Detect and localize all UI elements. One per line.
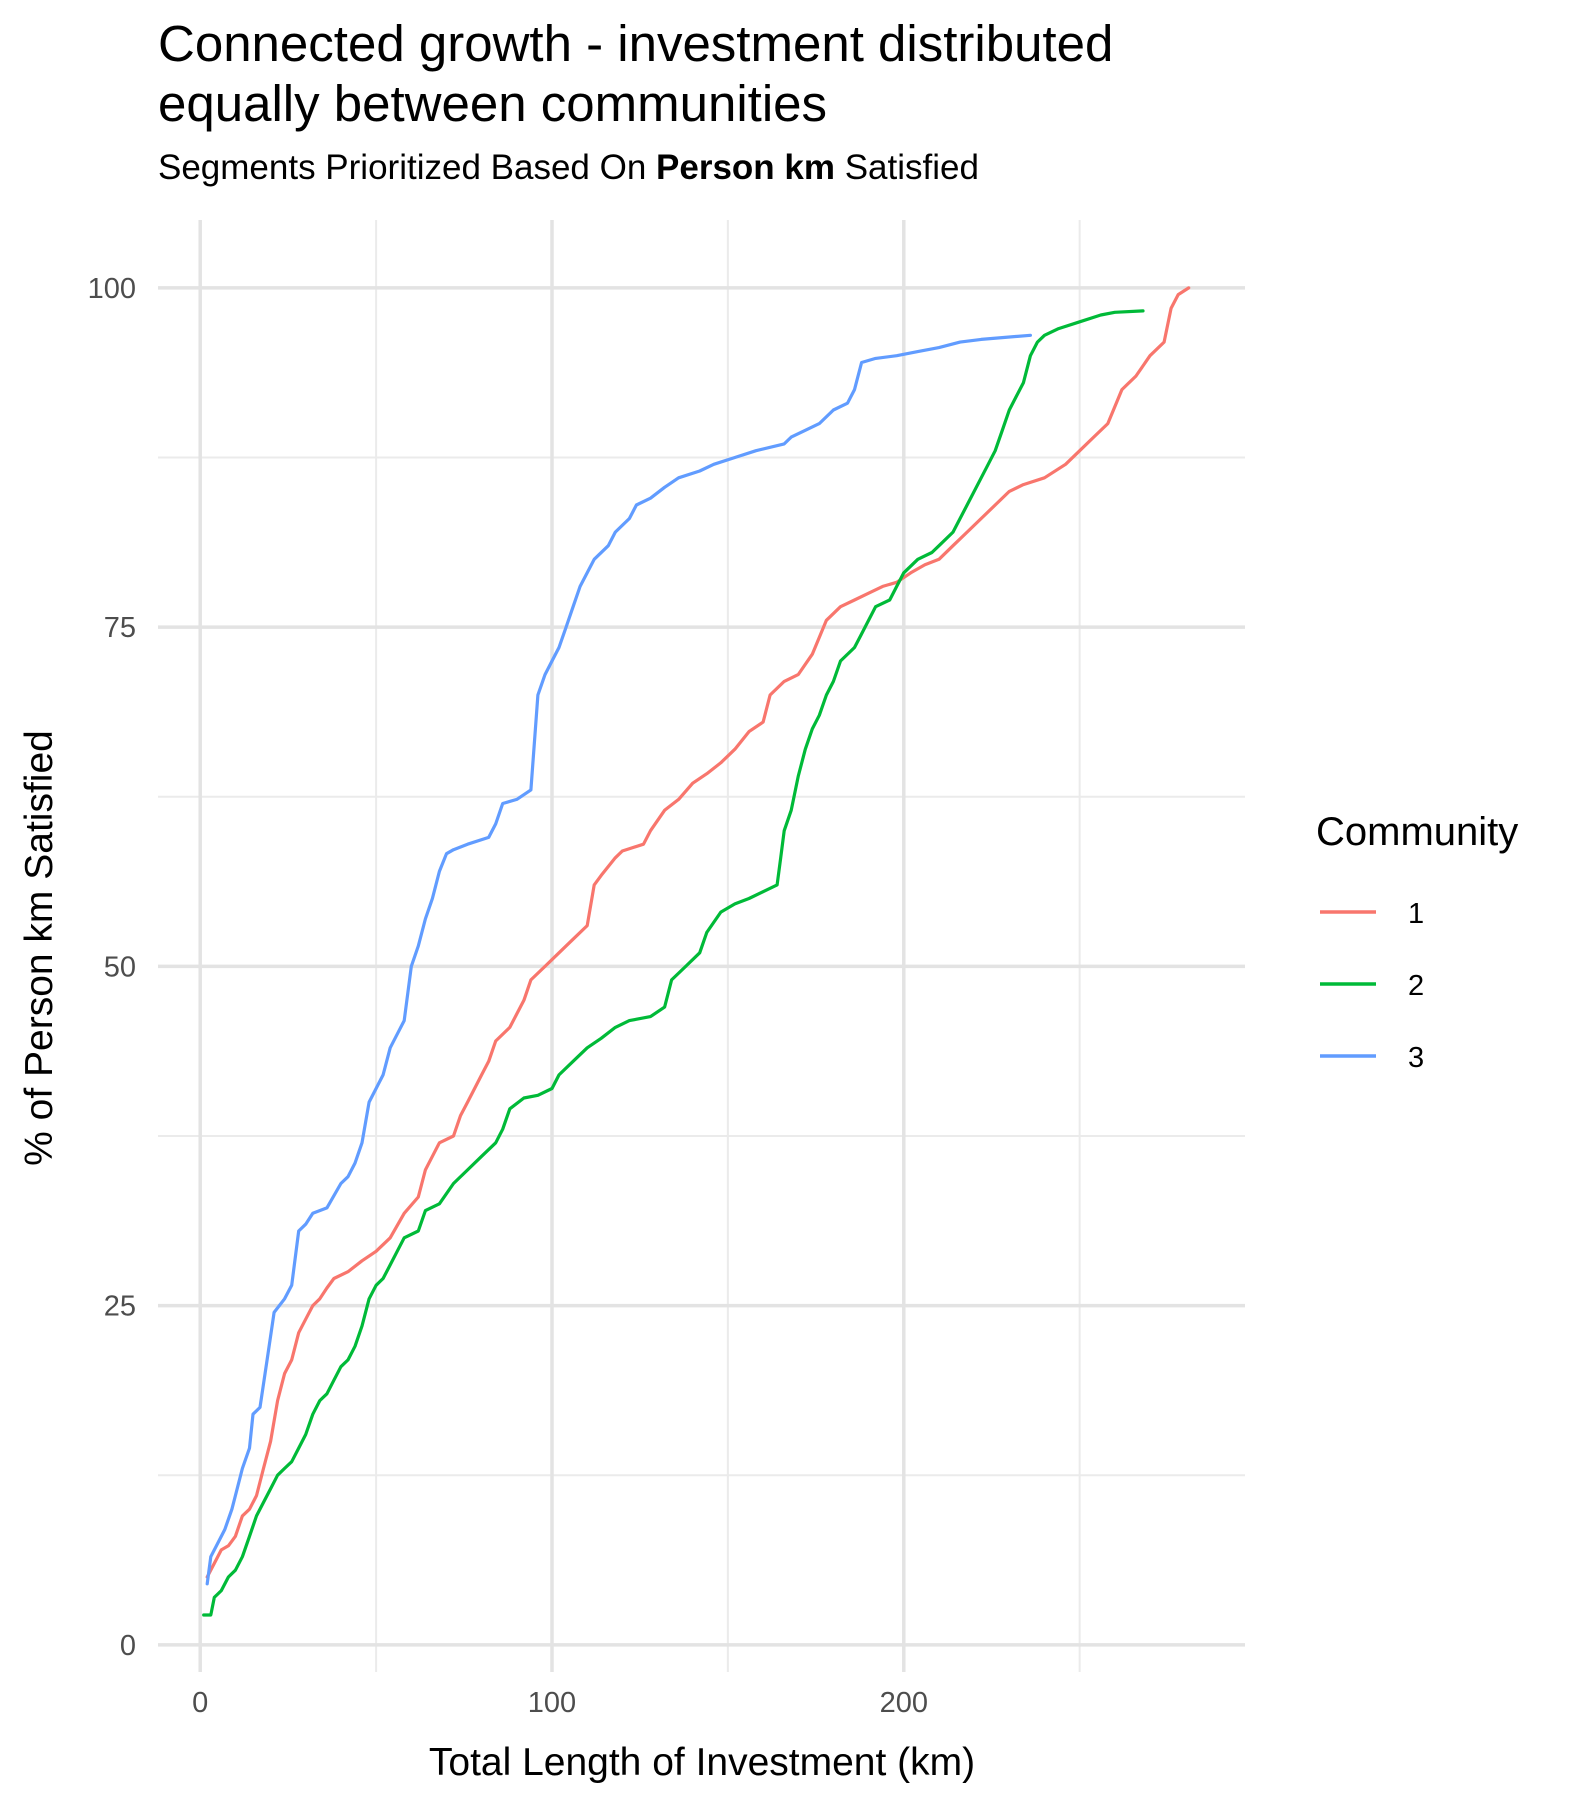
legend-title: Community: [1316, 810, 1518, 854]
y-axis-title: % of Person km Satisfied: [18, 730, 61, 1166]
x-tick-label: 200: [880, 1687, 928, 1719]
legend-label-2: 2: [1408, 970, 1424, 1002]
x-tick-label: 0: [192, 1687, 208, 1719]
grid-lines: [158, 220, 1245, 1672]
series-line-3: [205, 333, 1032, 1586]
chart-title-line2: equally between communities: [158, 75, 828, 132]
legend: Community 1 2 3: [1316, 810, 1518, 1074]
subtitle-post: Satisfied: [834, 148, 979, 187]
subtitle-bold: Person km: [656, 148, 835, 187]
x-axis-title: Total Length of Investment (km): [429, 1741, 975, 1784]
y-tick-label: 0: [120, 1630, 136, 1662]
title-block: Connected growth - investment distribute…: [158, 14, 1558, 190]
y-tick-label: 75: [104, 612, 136, 644]
legend-label-3: 3: [1408, 1042, 1424, 1074]
chart-subtitle: Segments Prioritized Based On Person km …: [158, 146, 1558, 190]
y-tick-label: 25: [104, 1291, 136, 1323]
series-line-1: [205, 286, 1191, 1579]
subtitle-pre: Segments Prioritized Based On: [158, 148, 657, 187]
legend-label-1: 1: [1408, 898, 1424, 930]
series-line-2: [202, 309, 1145, 1617]
series-lines: [202, 286, 1191, 1617]
tick-labels: 0 25 50 75 100 0 100 200: [88, 273, 928, 1719]
chart-title-line1: Connected growth - investment distribute…: [158, 15, 1114, 72]
x-tick-label: 100: [528, 1687, 576, 1719]
y-tick-label: 50: [104, 951, 136, 983]
y-tick-label: 100: [88, 273, 136, 305]
